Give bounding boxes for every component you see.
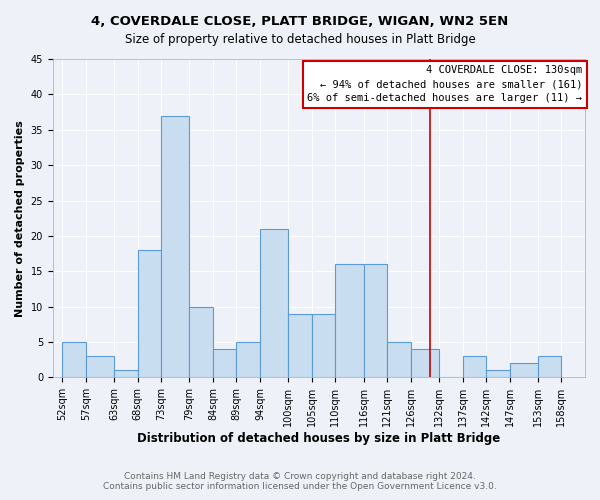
- Bar: [137, 250, 161, 378]
- Bar: [335, 264, 364, 378]
- Text: 4, COVERDALE CLOSE, PLATT BRIDGE, WIGAN, WN2 5EN: 4, COVERDALE CLOSE, PLATT BRIDGE, WIGAN,…: [91, 15, 509, 28]
- Bar: [190, 306, 213, 378]
- X-axis label: Distribution of detached houses by size in Platt Bridge: Distribution of detached houses by size …: [137, 432, 500, 445]
- Bar: [364, 264, 387, 378]
- Text: 4 COVERDALE CLOSE: 130sqm
← 94% of detached houses are smaller (161)
6% of semi-: 4 COVERDALE CLOSE: 130sqm ← 94% of detac…: [307, 66, 583, 104]
- Bar: [114, 370, 137, 378]
- Bar: [486, 370, 509, 378]
- Bar: [236, 342, 260, 378]
- Bar: [538, 356, 562, 378]
- Bar: [288, 314, 312, 378]
- Bar: [161, 116, 190, 378]
- Text: Contains HM Land Registry data © Crown copyright and database right 2024.: Contains HM Land Registry data © Crown c…: [124, 472, 476, 481]
- Y-axis label: Number of detached properties: Number of detached properties: [15, 120, 25, 316]
- Bar: [387, 342, 411, 378]
- Bar: [509, 364, 538, 378]
- Bar: [312, 314, 335, 378]
- Bar: [86, 356, 114, 378]
- Bar: [411, 349, 439, 378]
- Bar: [213, 349, 236, 378]
- Bar: [62, 342, 86, 378]
- Bar: [463, 356, 486, 378]
- Text: Size of property relative to detached houses in Platt Bridge: Size of property relative to detached ho…: [125, 32, 475, 46]
- Text: Contains public sector information licensed under the Open Government Licence v3: Contains public sector information licen…: [103, 482, 497, 491]
- Bar: [260, 229, 288, 378]
